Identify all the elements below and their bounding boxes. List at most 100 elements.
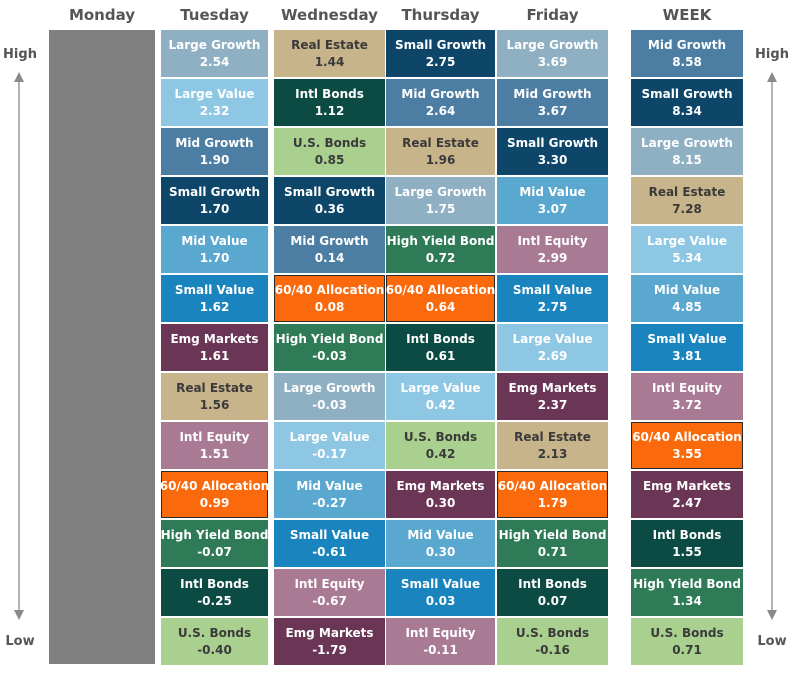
cell-category-label: High Yield Bond — [386, 233, 495, 248]
cell-category-label: Real Estate — [402, 135, 479, 150]
cell-category-label: Mid Growth — [401, 86, 480, 101]
cell-value-label: 2.75 — [425, 54, 456, 69]
cell-wednesday-emg-markets: Emg Markets -1.79 — [274, 618, 385, 665]
cell-wednesday-small-value: Small Value -0.61 — [274, 520, 385, 567]
cell-category-label: Mid Growth — [647, 37, 727, 52]
cell-value-label: 3.72 — [672, 397, 702, 412]
cell-tuesday-small-growth: Small Growth 1.70 — [161, 177, 268, 224]
cell-value-label: 0.64 — [425, 299, 456, 314]
cell-value-label: 1.61 — [199, 348, 230, 363]
cell-category-label: High Yield Bond — [498, 527, 607, 542]
cell-value-label: -0.40 — [197, 642, 232, 657]
cell-friday-u-s-bonds: U.S. Bonds -0.16 — [497, 618, 608, 665]
cell-value-label: 3.67 — [537, 103, 568, 118]
cell-category-label: Small Value — [174, 282, 255, 297]
cell-category-label: 60/40 Allocation — [632, 429, 742, 444]
cell-value-label: 0.07 — [537, 593, 568, 608]
cell-category-label: Small Value — [512, 282, 593, 297]
cell-tuesday-real-estate: Real Estate 1.56 — [161, 373, 268, 420]
cell-value-label: -1.79 — [312, 642, 347, 657]
cell-week-u-s-bonds: U.S. Bonds 0.71 — [631, 618, 743, 665]
cell-value-label: 1.12 — [314, 103, 345, 118]
cell-value-label: 0.99 — [199, 495, 230, 510]
cell-friday-mid-growth: Mid Growth 3.67 — [497, 79, 608, 126]
cell-tuesday-u-s-bonds: U.S. Bonds -0.40 — [161, 618, 268, 665]
cell-value-label: 0.14 — [314, 250, 345, 265]
cell-wednesday-small-growth: Small Growth 0.36 — [274, 177, 385, 224]
cell-tuesday-emg-markets: Emg Markets 1.61 — [161, 324, 268, 371]
cell-category-label: Real Estate — [291, 37, 368, 52]
cell-category-label: 60/40 Allocation — [497, 478, 608, 493]
cell-category-label: U.S. Bonds — [650, 625, 724, 640]
cell-value-label: 0.71 — [537, 544, 568, 559]
cell-value-label: 2.13 — [537, 446, 568, 461]
cell-category-label: Large Growth — [394, 184, 487, 199]
header-tuesday: Tuesday — [180, 6, 249, 24]
cell-value-label: 2.32 — [199, 103, 230, 118]
cell-thursday-high-yield-bond: High Yield Bond 0.72 — [386, 226, 495, 273]
cell-week-high-yield-bond: High Yield Bond 1.34 — [631, 569, 743, 616]
cell-value-label: 3.07 — [537, 201, 568, 216]
cell-friday-mid-value: Mid Value 3.07 — [497, 177, 608, 224]
cell-category-label: Large Value — [174, 86, 255, 101]
cell-category-label: Mid Growth — [513, 86, 592, 101]
cell-category-label: Emg Markets — [508, 380, 597, 395]
cell-wednesday-intl-equity: Intl Equity -0.67 — [274, 569, 385, 616]
cell-tuesday-60-40-allocation: 60/40 Allocation 0.99 — [160, 471, 269, 518]
cell-thursday-60-40-allocation: 60/40 Allocation 0.64 — [386, 275, 495, 322]
cell-week-mid-growth: Mid Growth 8.58 — [631, 30, 743, 77]
cell-value-label: 1.75 — [425, 201, 456, 216]
cell-tuesday-high-yield-bond: High Yield Bond -0.07 — [161, 520, 268, 567]
cell-value-label: -0.03 — [312, 397, 347, 412]
cell-value-label: 2.64 — [425, 103, 456, 118]
cell-value-label: -0.27 — [312, 495, 347, 510]
cell-category-label: U.S. Bonds — [515, 625, 590, 640]
cell-value-label: 2.75 — [537, 299, 568, 314]
cell-value-label: 1.56 — [199, 397, 230, 412]
high-low-arrow-left — [14, 72, 24, 620]
cell-tuesday-mid-growth: Mid Growth 1.90 — [161, 128, 268, 175]
cell-category-label: Small Value — [289, 527, 370, 542]
cell-thursday-mid-value: Mid Value 0.30 — [386, 520, 495, 567]
cell-thursday-small-growth: Small Growth 2.75 — [386, 30, 495, 77]
cell-value-label: -0.11 — [423, 642, 458, 657]
cell-value-label: 0.30 — [425, 544, 456, 559]
cell-value-label: 2.37 — [537, 397, 568, 412]
cell-category-label: Real Estate — [176, 380, 253, 395]
cell-friday-emg-markets: Emg Markets 2.37 — [497, 373, 608, 420]
cell-value-label: 1.55 — [672, 544, 702, 559]
high-label-right: High — [755, 47, 789, 62]
cell-category-label: Emg Markets — [170, 331, 259, 346]
cell-week-60-40-allocation: 60/40 Allocation 3.55 — [631, 422, 743, 469]
cell-value-label: 1.79 — [537, 495, 568, 510]
low-label-left: Low — [5, 634, 35, 649]
cell-value-label: -0.03 — [312, 348, 347, 363]
cell-thursday-intl-bonds: Intl Bonds 0.61 — [386, 324, 495, 371]
cell-friday-high-yield-bond: High Yield Bond 0.71 — [497, 520, 608, 567]
cell-category-label: Emg Markets — [285, 625, 374, 640]
cell-category-label: Small Growth — [641, 86, 733, 101]
cell-value-label: 8.34 — [672, 103, 702, 118]
cell-wednesday-large-value: Large Value -0.17 — [274, 422, 385, 469]
cell-category-label: High Yield Bond — [160, 527, 269, 542]
cell-value-label: 0.42 — [425, 446, 456, 461]
cell-wednesday-real-estate: Real Estate 1.44 — [274, 30, 385, 77]
cell-value-label: 0.36 — [314, 201, 345, 216]
cell-category-label: Intl Bonds — [652, 527, 722, 542]
cell-category-label: Large Growth — [506, 37, 599, 52]
cell-category-label: Emg Markets — [396, 478, 485, 493]
cell-value-label: -0.07 — [197, 544, 232, 559]
cell-friday-small-growth: Small Growth 3.30 — [497, 128, 608, 175]
cell-week-mid-value: Mid Value 4.85 — [631, 275, 743, 322]
cell-friday-60-40-allocation: 60/40 Allocation 1.79 — [497, 471, 608, 518]
cell-tuesday-intl-bonds: Intl Bonds -0.25 — [161, 569, 268, 616]
cell-wednesday-intl-bonds: Intl Bonds 1.12 — [274, 79, 385, 126]
cell-value-label: 0.30 — [425, 495, 456, 510]
cell-value-label: 5.34 — [672, 250, 702, 265]
cell-category-label: Intl Equity — [405, 625, 476, 640]
cell-tuesday-large-value: Large Value 2.32 — [161, 79, 268, 126]
cell-week-small-value: Small Value 3.81 — [631, 324, 743, 371]
cell-category-label: Intl Bonds — [406, 331, 475, 346]
cell-category-label: Intl Equity — [651, 380, 723, 395]
header-week: WEEK — [662, 6, 712, 24]
